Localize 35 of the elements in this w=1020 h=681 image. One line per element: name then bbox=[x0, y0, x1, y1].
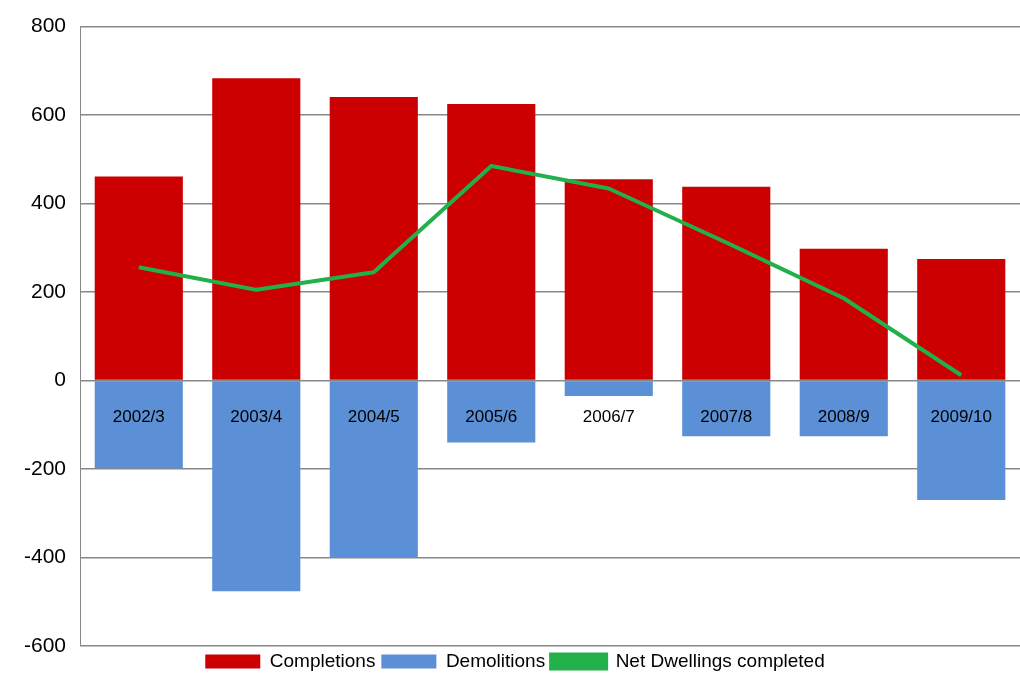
bar bbox=[917, 258, 1006, 380]
bar bbox=[329, 381, 418, 558]
y-tick-label: -600 bbox=[24, 632, 67, 656]
legend-label: Net Dwellings completed bbox=[615, 649, 825, 671]
bar bbox=[94, 176, 183, 380]
bar bbox=[94, 381, 183, 469]
bar bbox=[447, 104, 536, 380]
y-tick-label: 800 bbox=[30, 13, 67, 37]
x-tick-label: 2007/8 bbox=[700, 407, 753, 427]
bar bbox=[917, 381, 1006, 500]
bar bbox=[564, 179, 653, 380]
bar bbox=[212, 78, 301, 380]
x-tick-label: 2005/6 bbox=[465, 407, 518, 427]
bar bbox=[329, 96, 418, 380]
bar bbox=[447, 381, 536, 443]
y-tick-label: 200 bbox=[30, 278, 67, 302]
y-tick-label: -200 bbox=[24, 455, 67, 479]
bar bbox=[799, 248, 888, 380]
x-tick-label: 2003/4 bbox=[230, 407, 283, 427]
y-tick-label: 400 bbox=[30, 190, 67, 214]
x-tick-label: 2006/7 bbox=[582, 407, 635, 427]
bar bbox=[212, 381, 301, 592]
x-tick-label: 2009/10 bbox=[930, 407, 992, 427]
y-tick-label: 600 bbox=[30, 101, 67, 125]
x-tick-label: 2008/9 bbox=[817, 407, 870, 427]
bar bbox=[682, 186, 771, 380]
x-tick-label: 2002/3 bbox=[112, 407, 165, 427]
bar bbox=[564, 381, 653, 397]
legend-label: Demolitions bbox=[445, 649, 546, 671]
x-tick-label: 2004/5 bbox=[347, 407, 400, 427]
legend-label: Completions bbox=[269, 649, 376, 671]
bar bbox=[682, 381, 771, 437]
bar bbox=[799, 381, 888, 437]
y-tick-label: -400 bbox=[24, 544, 67, 568]
y-tick-label: 0 bbox=[54, 367, 67, 391]
